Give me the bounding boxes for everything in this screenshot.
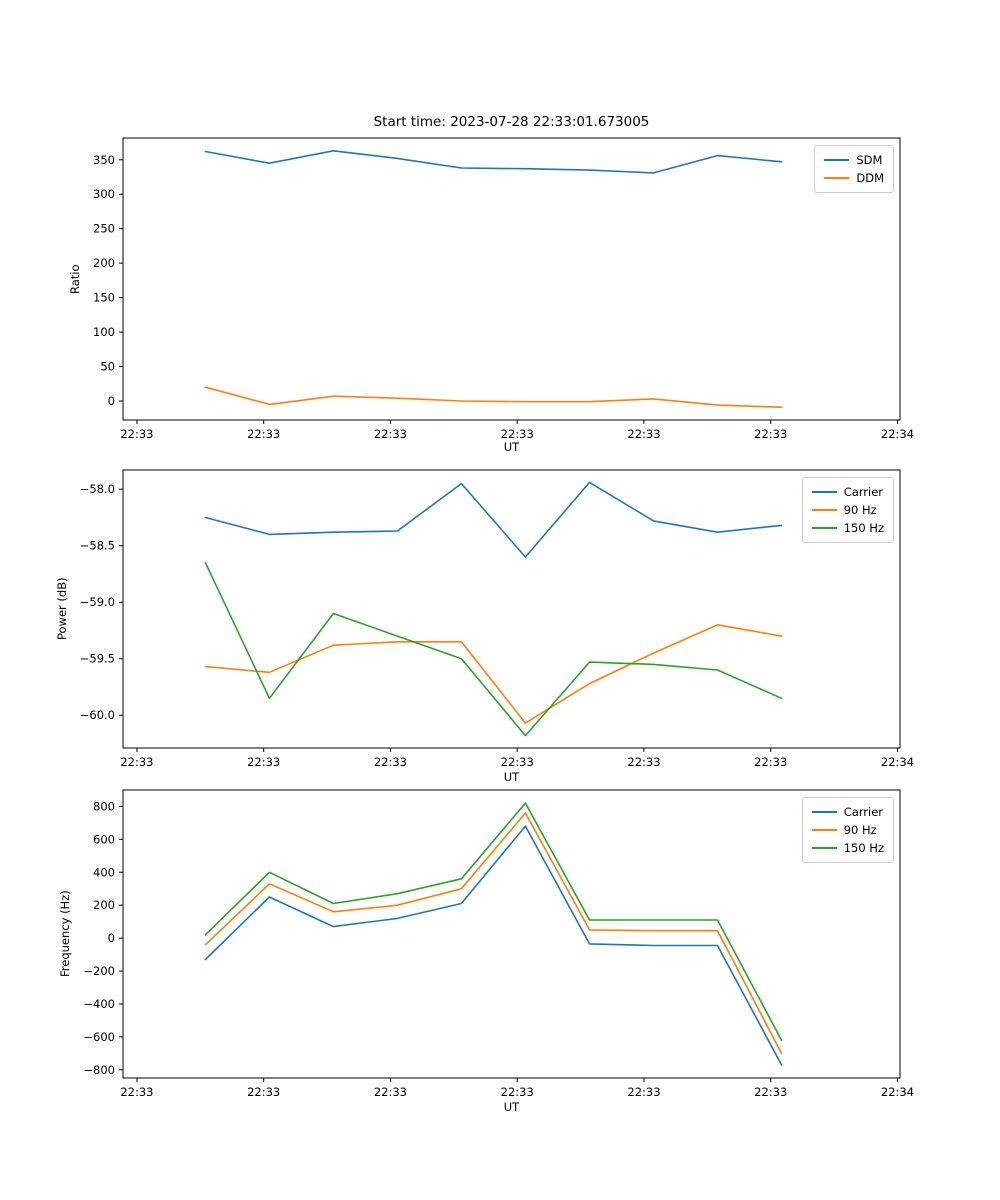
x-tick-label: 22:33 — [120, 427, 153, 441]
subplot-0: 22:33 22:33 22:33 22:33 22:33 22:33 22:34 0 50 10… — [93, 137, 914, 441]
frequency-axis-label: Frequency (Hz) — [58, 890, 72, 978]
ratio-axis-label: Ratio — [68, 264, 82, 294]
y-tick-label: −59.5 — [80, 652, 115, 666]
subplot-2: 22:33 22:33 22:33 22:33 22:33 22:33 22:34 −800 −… — [83, 789, 914, 1099]
150hz-line-swatch — [811, 847, 837, 849]
legend-entry: Carrier — [811, 803, 884, 821]
legend-entry: 150 Hz — [811, 519, 884, 537]
x-tick-label: 22:33 — [247, 427, 280, 441]
ddm-line-swatch — [824, 177, 850, 179]
x-tick-label: 22:33 — [501, 755, 534, 769]
x-tick-label: 22:34 — [881, 427, 914, 441]
ratio-legend: SDM DDM — [814, 145, 894, 193]
y-tick-label: 50 — [100, 360, 115, 374]
frequency-legend: Carrier 90 Hz 150 Hz — [801, 797, 894, 863]
x-tick-label: 22:33 — [374, 755, 407, 769]
x-tick-label: 22:33 — [501, 427, 534, 441]
legend-label-150hz: 150 Hz — [843, 521, 884, 535]
x-tick-label: 22:34 — [881, 1085, 914, 1099]
legend-label-90hz: 90 Hz — [843, 823, 877, 837]
y-tick-label: −58.5 — [80, 539, 115, 553]
y-tick-label: −200 — [83, 964, 115, 978]
y-tick-label: −600 — [83, 1030, 115, 1044]
y-tick-label: 200 — [93, 256, 115, 270]
legend-entry: Carrier — [811, 483, 884, 501]
y-tick-label: −800 — [83, 1063, 115, 1077]
150hz-line-swatch — [811, 527, 837, 529]
ut-axis-label-top: UT — [503, 440, 520, 454]
y-tick-label: 0 — [108, 394, 115, 408]
x-tick-label: 22:33 — [627, 427, 660, 441]
subplot-1: 22:33 22:33 22:33 22:33 22:33 22:33 22:34 −60.0… — [80, 469, 914, 769]
x-tick-label: 22:33 — [374, 427, 407, 441]
legend-label-carrier: Carrier — [843, 805, 884, 819]
90hz-line-swatch — [811, 829, 837, 831]
power-axis-label: Power (dB) — [55, 577, 69, 641]
axes-frame — [122, 469, 901, 749]
series-sdm — [204, 150, 783, 174]
x-tick-label: 22:33 — [247, 755, 280, 769]
x-tick-label: 22:33 — [754, 755, 787, 769]
ut-axis-label-middle: UT — [503, 770, 520, 784]
series-carrier — [204, 825, 783, 1066]
x-tick-label: 22:33 — [754, 427, 787, 441]
x-tick-label: 22:33 — [627, 755, 660, 769]
y-tick-label: −59.0 — [80, 595, 115, 609]
series-90-hz — [204, 623, 783, 724]
x-tick-label: 22:33 — [501, 1085, 534, 1099]
legend-label-carrier: Carrier — [843, 485, 884, 499]
series-carrier — [204, 481, 783, 558]
x-tick-label: 22:33 — [754, 1085, 787, 1099]
x-tick-label: 22:33 — [120, 755, 153, 769]
carrier-line-swatch — [811, 491, 837, 493]
y-tick-label: 600 — [93, 832, 115, 846]
legend-label-150hz: 150 Hz — [843, 841, 884, 855]
legend-entry: SDM — [824, 151, 884, 169]
y-tick-label: 0 — [108, 931, 115, 945]
legend-entry: 90 Hz — [811, 501, 884, 519]
carrier-line-swatch — [811, 811, 837, 813]
y-tick-label: 200 — [93, 898, 115, 912]
y-tick-label: 300 — [93, 187, 115, 201]
y-tick-label: 800 — [93, 799, 115, 813]
x-tick-label: 22:34 — [881, 755, 914, 769]
axes-frame — [122, 789, 901, 1079]
y-tick-label: 150 — [93, 291, 115, 305]
sdm-line-swatch — [824, 159, 850, 161]
chart-title: Start time: 2023-07-28 22:33:01.673005 — [373, 114, 650, 130]
y-tick-label: −58.0 — [80, 482, 115, 496]
y-tick-label: 400 — [93, 865, 115, 879]
series-150-hz — [204, 802, 783, 1041]
power-legend: Carrier 90 Hz 150 Hz — [801, 477, 894, 543]
legend-entry: 150 Hz — [811, 839, 884, 857]
90hz-line-swatch — [811, 509, 837, 511]
x-tick-label: 22:33 — [120, 1085, 153, 1099]
x-tick-label: 22:33 — [374, 1085, 407, 1099]
legend-label-90hz: 90 Hz — [843, 503, 877, 517]
series-150-hz — [204, 561, 783, 737]
y-tick-label: −60.0 — [80, 708, 115, 722]
y-tick-label: 250 — [93, 222, 115, 236]
y-tick-label: 350 — [93, 153, 115, 167]
y-tick-label: 100 — [93, 325, 115, 339]
legend-entry: 90 Hz — [811, 821, 884, 839]
legend-entry: DDM — [824, 169, 884, 187]
y-tick-label: −400 — [83, 997, 115, 1011]
series-ddm — [204, 386, 783, 409]
x-tick-label: 22:33 — [627, 1085, 660, 1099]
series-90-hz — [204, 812, 783, 1055]
legend-label-ddm: DDM — [856, 171, 884, 185]
axes-frame — [122, 137, 901, 421]
x-tick-label: 22:33 — [247, 1085, 280, 1099]
legend-label-sdm: SDM — [856, 153, 883, 167]
ut-axis-label-bottom: UT — [503, 1100, 520, 1114]
